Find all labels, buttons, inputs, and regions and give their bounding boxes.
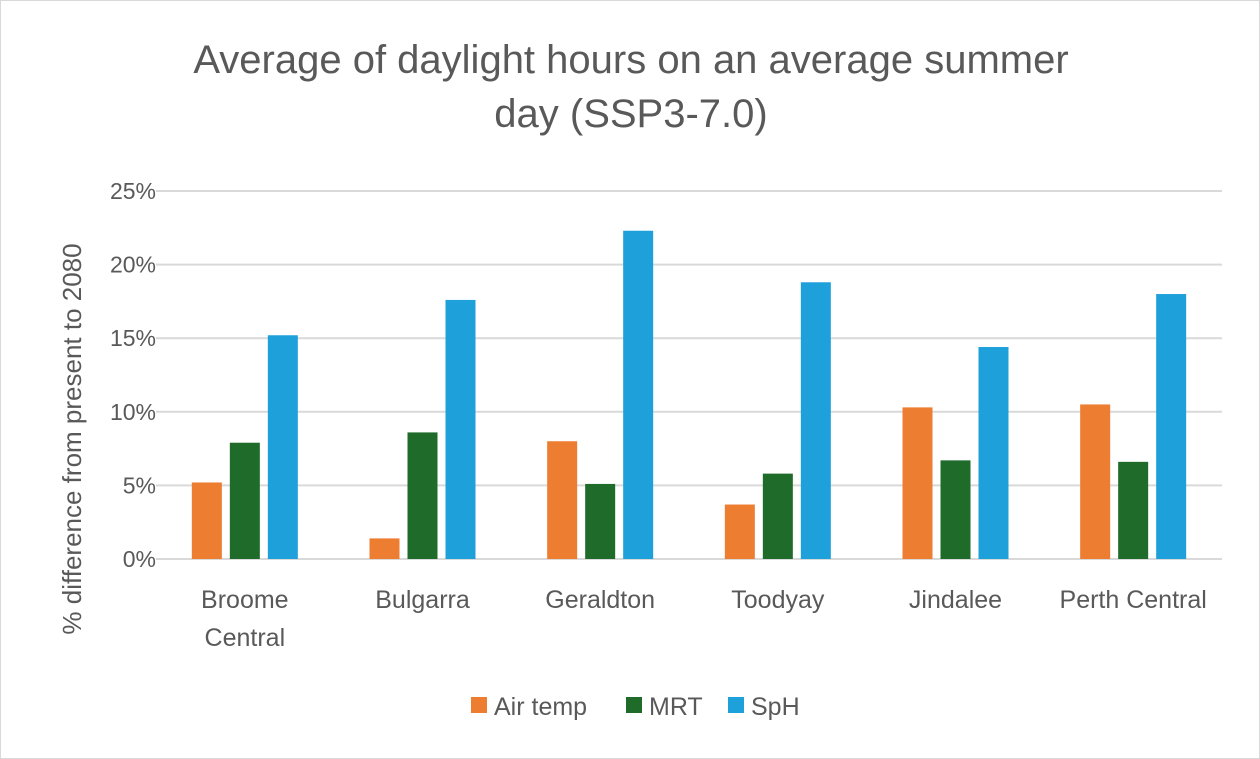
y-tick-label: 10% — [110, 399, 156, 425]
bars — [191, 230, 1187, 559]
bar-air-temp — [547, 441, 578, 559]
x-category-label: Geraldton — [545, 586, 655, 614]
bar-mrt — [762, 473, 793, 559]
bar-sph — [623, 230, 654, 559]
bar-mrt — [940, 460, 971, 559]
bar-air-temp — [191, 482, 222, 559]
bar-sph — [267, 335, 298, 559]
legend-label: SpH — [751, 693, 800, 721]
bar-sph — [1156, 294, 1187, 559]
bar-air-temp — [1080, 404, 1111, 559]
chart-title-line-1: Average of daylight hours on an average … — [193, 38, 1069, 82]
y-tick-label: 25% — [110, 178, 156, 204]
y-tick-labels: 0% 5% 10% 15% 20% 25% — [110, 178, 156, 572]
bar-sph — [800, 282, 831, 559]
bar-air-temp — [724, 504, 755, 559]
x-category-label: Central — [205, 624, 286, 652]
legend-label: MRT — [649, 693, 703, 721]
y-axis-title: % difference from present to 2080 — [57, 243, 87, 634]
y-tick-label: 15% — [110, 325, 156, 351]
legend-swatch — [471, 697, 487, 713]
chart-title-line-2: day (SSP3-7.0) — [494, 92, 768, 136]
legend-swatch — [728, 697, 744, 713]
bar-mrt — [585, 483, 616, 559]
x-category-label: Jindalee — [909, 586, 1002, 614]
bar-air-temp — [902, 407, 933, 559]
legend-swatch — [626, 697, 642, 713]
chart-title: Average of daylight hours on an average … — [131, 33, 1131, 141]
x-category-label: Bulgarra — [375, 586, 470, 614]
legend: Air temp MRT SpH — [471, 693, 800, 721]
bar-mrt — [1118, 461, 1149, 559]
x-category-label: Broome — [201, 586, 289, 614]
bar-mrt — [407, 432, 438, 559]
x-category-label: Toodyay — [731, 586, 825, 614]
y-tick-label: 5% — [123, 472, 156, 498]
x-category-label: Perth Central — [1060, 586, 1207, 614]
y-tick-label: 0% — [123, 546, 156, 572]
legend-label: Air temp — [494, 693, 587, 721]
bar-sph — [978, 347, 1009, 559]
x-category-labels: Broome Central Bulgarra Geraldton Toodyay Jin… — [201, 586, 1207, 652]
bar-sph — [445, 299, 476, 559]
bar-mrt — [229, 442, 260, 559]
y-tick-label: 20% — [110, 252, 156, 278]
gridlines — [156, 190, 1222, 560]
bar-air-temp — [369, 538, 400, 559]
